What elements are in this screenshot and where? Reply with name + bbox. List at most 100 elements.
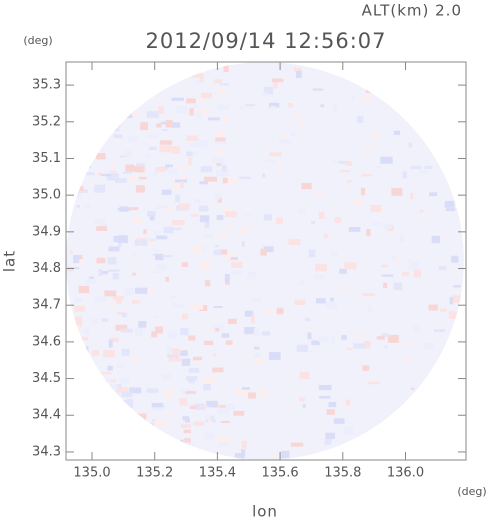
texture-cell <box>109 383 117 392</box>
texture-cell <box>318 336 329 342</box>
texture-cell <box>204 432 215 440</box>
texture-cell <box>279 138 292 144</box>
texture-cell <box>143 229 147 234</box>
texture-cell <box>253 359 264 365</box>
texture-cell <box>135 413 147 420</box>
texture-cell <box>439 308 447 312</box>
texture-cell <box>447 454 454 460</box>
texture-cell <box>119 206 129 212</box>
texture-cell <box>96 379 108 384</box>
texture-cell <box>376 164 381 170</box>
texture-cell <box>239 106 245 111</box>
texture-cell <box>113 134 123 139</box>
texture-cell <box>223 207 231 214</box>
texture-cell <box>202 376 216 384</box>
texture-cell <box>170 68 175 74</box>
texture-cell <box>94 184 106 193</box>
texture-cell <box>449 297 453 305</box>
texture-cell <box>123 107 134 110</box>
texture-cell <box>440 382 445 386</box>
texture-cell <box>353 199 363 205</box>
x-tick-label: 136.0 <box>387 466 424 481</box>
texture-cell <box>188 157 192 166</box>
texture-cell <box>354 333 363 338</box>
texture-cell <box>205 414 215 421</box>
texture-cell <box>84 405 92 414</box>
texture-cell <box>141 87 149 95</box>
texture-cell <box>186 151 194 157</box>
texture-cell <box>135 287 148 294</box>
texture-cell <box>225 280 230 285</box>
texture-cell <box>130 175 137 182</box>
texture-cell <box>281 450 290 459</box>
texture-cell <box>192 356 202 361</box>
texture-cell <box>167 411 172 419</box>
texture-cell <box>402 171 407 179</box>
texture-cell <box>83 100 95 103</box>
texture-cell <box>78 285 90 294</box>
texture-cell <box>176 445 181 451</box>
texture-cell <box>87 184 99 187</box>
texture-cell <box>178 165 188 171</box>
texture-cell <box>83 69 89 75</box>
texture-cell <box>68 364 79 368</box>
texture-cell <box>115 178 127 183</box>
texture-cell <box>320 67 334 71</box>
texture-cell <box>431 235 441 244</box>
texture-cell <box>214 245 219 248</box>
texture-cell <box>263 214 272 221</box>
texture-cell <box>129 387 142 394</box>
texture-cell <box>433 426 445 434</box>
texture-cell <box>241 387 250 390</box>
texture-cell <box>164 453 169 458</box>
texture-cell <box>424 165 433 169</box>
texture-cell <box>328 401 337 408</box>
texture-cell <box>411 387 415 390</box>
texture-cell <box>145 153 153 158</box>
texture-cell <box>356 115 364 123</box>
texture-cell <box>190 214 199 217</box>
texture-cell <box>199 181 208 185</box>
texture-cell <box>345 68 356 76</box>
texture-cell <box>333 418 345 424</box>
texture-cell <box>365 87 375 93</box>
texture-cell <box>252 297 262 303</box>
texture-cell <box>390 255 399 260</box>
texture-cell <box>132 272 136 276</box>
texture-cell <box>444 405 451 411</box>
texture-cell <box>118 92 130 96</box>
texture-cell <box>299 371 310 380</box>
texture-cell <box>175 179 188 183</box>
texture-cell <box>224 274 230 282</box>
texture-cell <box>440 372 451 376</box>
texture-cell <box>193 104 197 109</box>
texture-cell <box>115 387 129 393</box>
texture-cell <box>171 122 181 128</box>
texture-cell <box>344 262 357 270</box>
texture-cell <box>204 221 210 229</box>
texture-cell <box>114 437 121 442</box>
texture-cell <box>287 103 293 108</box>
x-axis-label: lon <box>252 503 278 521</box>
texture-cell <box>221 333 230 338</box>
texture-cell <box>219 83 229 86</box>
texture-cell <box>124 287 135 296</box>
texture-cell <box>161 129 168 132</box>
texture-cell <box>115 324 128 331</box>
texture-cell <box>435 150 446 153</box>
texture-cell <box>85 278 97 285</box>
texture-cell <box>164 207 174 211</box>
texture-cell <box>348 227 361 232</box>
texture-cell <box>70 251 74 254</box>
texture-cell <box>72 262 85 265</box>
texture-cell <box>112 273 120 280</box>
texture-cell <box>181 262 189 267</box>
texture-cell <box>276 307 284 315</box>
texture-cell <box>362 293 375 297</box>
texture-cell <box>213 305 223 309</box>
chart-title: 2012/09/14 12:56:07 <box>145 29 386 53</box>
texture-cell <box>74 305 86 312</box>
texture-cell <box>86 107 98 114</box>
y-tick-label: 34.7 <box>32 298 61 313</box>
